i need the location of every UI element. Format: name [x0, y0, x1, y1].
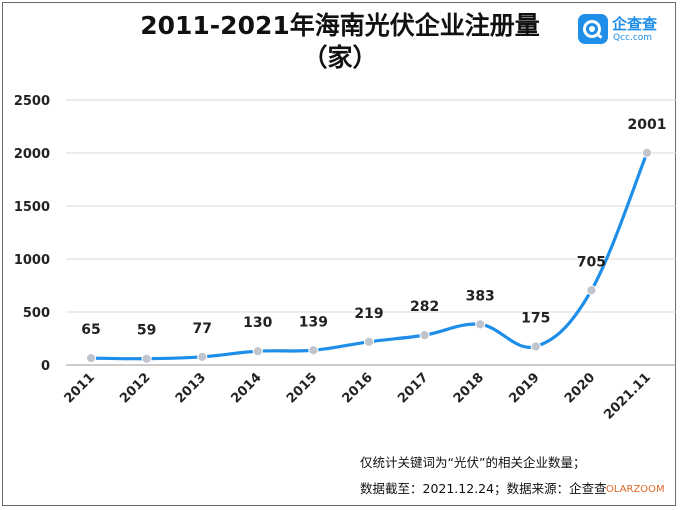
- logo-subtext: Qcc.com: [613, 33, 653, 43]
- footnote-scope: 仅统计关键词为“光伏”的相关企业数量；: [360, 455, 586, 470]
- data-point: [85, 353, 97, 364]
- x-tick-label: 2013: [173, 370, 209, 406]
- y-tick-label: 0: [41, 359, 50, 374]
- data-point: [419, 330, 430, 341]
- y-tick-label: 1500: [14, 200, 50, 215]
- chart-frame: [2, 2, 676, 506]
- x-tick-label: 2015: [284, 370, 320, 406]
- data-label: 130: [243, 315, 272, 331]
- data-point: [363, 336, 375, 347]
- data-point: [197, 351, 208, 362]
- watermark: OLARZOOM: [606, 484, 665, 495]
- y-tick-label: 1000: [14, 253, 50, 268]
- data-point: [252, 346, 263, 357]
- y-tick-label: 2000: [14, 147, 50, 162]
- chart-subtitle: （家）: [302, 43, 378, 72]
- data-label: 219: [354, 306, 383, 322]
- data-point: [141, 353, 152, 364]
- data-point: [308, 345, 319, 356]
- chart-title: 2011-2021年海南光伏企业注册量: [140, 11, 540, 40]
- data-label: 282: [410, 299, 439, 315]
- qcc-logo-icon: [578, 14, 608, 44]
- footnote-source: 数据截至：2021.12.24；数据来源：企查查: [360, 481, 607, 496]
- data-label: 65: [81, 322, 100, 338]
- logo-text: 企查查: [612, 15, 658, 33]
- x-tick-label: 2018: [451, 370, 487, 406]
- data-point: [475, 319, 486, 330]
- x-tick-label: 2019: [506, 370, 542, 406]
- x-tick-label: 2020: [562, 370, 598, 406]
- data-label: 77: [192, 321, 211, 337]
- data-label: 2001: [628, 117, 667, 133]
- x-tick-label: 2021.11: [601, 370, 653, 422]
- data-label: 139: [299, 314, 328, 330]
- x-tick-label: 2011: [62, 370, 98, 406]
- y-tick-label: 2500: [14, 94, 50, 109]
- data-point: [530, 341, 541, 352]
- x-tick-label: 2017: [395, 370, 431, 406]
- data-label: 383: [466, 288, 495, 304]
- data-point: [641, 147, 653, 158]
- series-line: [89, 151, 649, 361]
- data-point: [586, 285, 597, 296]
- chart-title-block: 2011-2021年海南光伏企业注册量 （家）: [0, 10, 680, 74]
- data-label: 59: [137, 323, 156, 339]
- x-tick-label: 2014: [228, 370, 264, 406]
- x-tick-label: 2012: [117, 370, 153, 406]
- y-tick-label: 500: [23, 306, 50, 321]
- data-label: 705: [577, 254, 606, 270]
- data-label: 175: [521, 310, 550, 326]
- x-tick-label: 2016: [340, 370, 376, 406]
